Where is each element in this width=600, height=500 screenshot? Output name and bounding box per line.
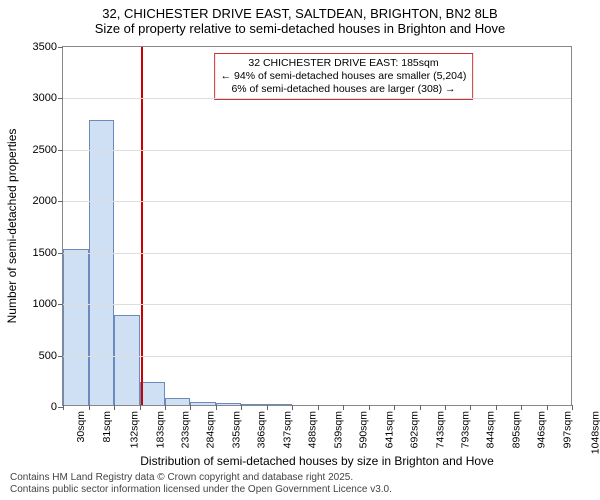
x-tick-label: 641sqm — [383, 411, 395, 448]
annotation-line3: 6% of semi-detached houses are larger (3… — [221, 83, 467, 96]
x-tick-label: 132sqm — [129, 411, 141, 448]
x-tick-mark — [369, 405, 370, 410]
x-tick-label: 590sqm — [358, 411, 370, 448]
footer-attribution: Contains HM Land Registry data © Crown c… — [10, 472, 392, 496]
x-tick-label: 437sqm — [281, 411, 293, 448]
chart-container: 32 CHICHESTER DRIVE EAST: 185sqm ← 94% o… — [62, 46, 572, 406]
x-tick-mark — [445, 405, 446, 410]
y-tick-label: 1000 — [33, 298, 63, 310]
grid-line — [63, 304, 571, 305]
x-tick-label: 743sqm — [434, 411, 446, 448]
x-tick-label: 233sqm — [179, 411, 191, 448]
x-tick-label: 692sqm — [409, 411, 421, 448]
x-tick-mark — [547, 405, 548, 410]
y-tick-label: 2000 — [33, 195, 63, 207]
bars-layer — [63, 47, 571, 405]
x-tick-mark — [89, 405, 90, 410]
x-tick-mark — [521, 405, 522, 410]
histogram-bar — [63, 249, 89, 405]
x-tick-mark — [267, 405, 268, 410]
x-tick-mark — [343, 405, 344, 410]
chart-title-main: 32, CHICHESTER DRIVE EAST, SALTDEAN, BRI… — [10, 6, 590, 21]
x-tick-label: 30sqm — [75, 411, 87, 443]
annotation-box: 32 CHICHESTER DRIVE EAST: 185sqm ← 94% o… — [214, 53, 474, 100]
histogram-bar — [190, 402, 216, 405]
chart-title-block: 32, CHICHESTER DRIVE EAST, SALTDEAN, BRI… — [0, 0, 600, 38]
y-tick-label: 500 — [39, 350, 63, 362]
x-tick-label: 81sqm — [100, 411, 112, 443]
grid-line — [63, 253, 571, 254]
footer-line1: Contains HM Land Registry data © Crown c… — [10, 472, 392, 484]
x-tick-mark — [420, 405, 421, 410]
x-tick-label: 793sqm — [459, 411, 471, 448]
x-tick-mark — [165, 405, 166, 410]
x-tick-label: 335sqm — [230, 411, 242, 448]
histogram-bar — [140, 382, 165, 405]
histogram-bar — [216, 403, 242, 405]
x-tick-mark — [470, 405, 471, 410]
x-tick-mark — [241, 405, 242, 410]
x-tick-label: 997sqm — [561, 411, 573, 448]
chart-title-sub: Size of property relative to semi-detach… — [10, 21, 590, 36]
grid-line — [63, 98, 571, 99]
grid-line — [63, 356, 571, 357]
x-tick-label: 895sqm — [510, 411, 522, 448]
histogram-bar — [165, 398, 191, 405]
x-tick-label: 183sqm — [154, 411, 166, 448]
histogram-bar — [114, 315, 140, 406]
plot-area: 32 CHICHESTER DRIVE EAST: 185sqm ← 94% o… — [62, 46, 572, 406]
y-tick-label: 2500 — [33, 144, 63, 156]
annotation-line2: ← 94% of semi-detached houses are smalle… — [221, 70, 467, 83]
y-tick-label: 1500 — [33, 247, 63, 259]
x-axis-label: Distribution of semi-detached houses by … — [140, 454, 494, 468]
y-axis-label: Number of semi-detached properties — [5, 129, 19, 324]
x-tick-mark — [496, 405, 497, 410]
histogram-bar — [241, 404, 267, 405]
grid-line — [63, 201, 571, 202]
x-tick-label: 488sqm — [307, 411, 319, 448]
x-tick-label: 284sqm — [205, 411, 217, 448]
x-tick-mark — [572, 405, 573, 410]
reference-line — [141, 47, 143, 405]
x-tick-mark — [114, 405, 115, 410]
x-tick-mark — [140, 405, 141, 410]
y-tick-label: 3000 — [33, 92, 63, 104]
x-tick-label: 386sqm — [256, 411, 268, 448]
x-tick-label: 844sqm — [485, 411, 497, 448]
x-tick-mark — [63, 405, 64, 410]
x-tick-mark — [190, 405, 191, 410]
y-tick-label: 0 — [51, 401, 63, 413]
annotation-line1: 32 CHICHESTER DRIVE EAST: 185sqm — [221, 57, 467, 70]
grid-line — [63, 150, 571, 151]
x-tick-label: 539sqm — [332, 411, 344, 448]
histogram-bar — [89, 120, 115, 405]
y-tick-label: 3500 — [33, 41, 63, 53]
x-tick-mark — [216, 405, 217, 410]
x-tick-mark — [292, 405, 293, 410]
footer-line2: Contains public sector information licen… — [10, 484, 392, 496]
x-tick-label: 1048sqm — [590, 411, 600, 454]
histogram-bar — [267, 404, 293, 405]
x-tick-mark — [394, 405, 395, 410]
x-tick-mark — [318, 405, 319, 410]
x-tick-label: 946sqm — [536, 411, 548, 448]
